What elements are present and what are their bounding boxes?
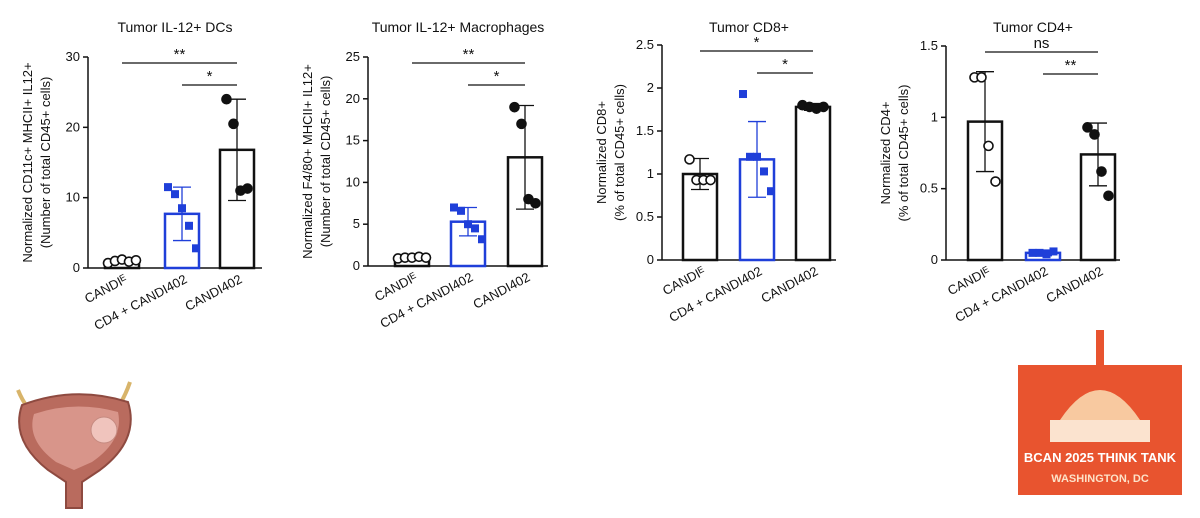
significance-label: ** bbox=[174, 46, 186, 63]
significance-label: * bbox=[494, 68, 500, 85]
data-point bbox=[171, 190, 179, 199]
data-point bbox=[1103, 190, 1114, 202]
y-tick-label: 1.5 bbox=[920, 38, 938, 53]
chart-title: Tumor IL-12+ Macrophages bbox=[372, 19, 545, 35]
x-tick-label: CANDIᴱ bbox=[82, 271, 130, 306]
y-axis-label: Normalized F4/80+ MHCII+ IL12+ bbox=[300, 64, 315, 259]
data-point bbox=[478, 235, 486, 244]
significance-label: * bbox=[782, 56, 788, 73]
data-point bbox=[753, 152, 761, 161]
y-axis-label: Normalized CD4+ bbox=[878, 102, 893, 205]
y-tick-label: 1 bbox=[931, 109, 938, 124]
y-tick-label: 0 bbox=[647, 252, 654, 267]
data-point bbox=[705, 174, 716, 186]
y-tick-label: 0 bbox=[931, 252, 938, 267]
significance-label: * bbox=[207, 68, 213, 85]
data-point bbox=[164, 183, 172, 192]
data-point bbox=[739, 90, 747, 99]
chart-title: Tumor CD4+ bbox=[993, 19, 1073, 35]
significance-label: ** bbox=[463, 46, 475, 63]
data-point bbox=[221, 93, 232, 105]
data-point bbox=[185, 221, 193, 230]
significance-label: ns bbox=[1034, 35, 1050, 52]
data-point bbox=[767, 187, 775, 196]
chart-title: Tumor IL-12+ DCs bbox=[117, 19, 232, 35]
data-point bbox=[1028, 248, 1037, 257]
data-point bbox=[684, 154, 695, 165]
data-point bbox=[1089, 129, 1100, 140]
x-tick-label: CANDI402 bbox=[182, 271, 244, 313]
data-point bbox=[530, 198, 541, 209]
y-tick-label: 2 bbox=[647, 80, 654, 95]
significance-label: * bbox=[754, 34, 760, 51]
bar bbox=[794, 105, 832, 262]
significance-label: ** bbox=[1065, 57, 1077, 74]
data-point bbox=[1049, 247, 1058, 256]
bcan-logo: BCAN 2025 THINK TANK WASHINGTON, DC bbox=[1018, 330, 1182, 495]
chart-title: Tumor CD8+ bbox=[709, 19, 789, 35]
logo-subtitle: WASHINGTON, DC bbox=[1051, 473, 1149, 485]
y-axis-label: Normalized CD8+ bbox=[594, 101, 609, 204]
y-tick-label: 1 bbox=[647, 166, 654, 181]
y-axis-label: (% of total CD45+ cells) bbox=[612, 84, 627, 221]
y-tick-label: 20 bbox=[66, 119, 80, 134]
data-point bbox=[990, 176, 1001, 187]
data-point bbox=[818, 101, 829, 113]
data-point bbox=[192, 244, 200, 253]
y-tick-label: 10 bbox=[66, 190, 80, 205]
y-tick-label: 0.5 bbox=[920, 181, 938, 196]
data-point bbox=[420, 252, 432, 263]
y-axis-label: Normalized CD11c+ MHCII+ IL12+ bbox=[20, 62, 35, 262]
y-tick-label: 0.5 bbox=[636, 209, 654, 224]
data-point bbox=[760, 167, 768, 176]
y-tick-label: 0 bbox=[353, 258, 360, 273]
x-tick-label: CANDI402 bbox=[758, 263, 820, 305]
y-axis-label: (% of total CD45+ cells) bbox=[896, 85, 911, 222]
data-point bbox=[178, 204, 186, 213]
data-point bbox=[228, 118, 239, 130]
y-tick-label: 30 bbox=[66, 49, 80, 64]
y-tick-label: 25 bbox=[346, 49, 360, 64]
bladder-illustration bbox=[16, 381, 132, 509]
y-axis-label: (Number of total CD45+ cells) bbox=[38, 77, 53, 249]
x-tick-label: CD4 + CANDI402 bbox=[377, 269, 475, 331]
data-point bbox=[1082, 122, 1093, 133]
data-point bbox=[1096, 166, 1107, 177]
data-point bbox=[746, 152, 754, 161]
y-tick-label: 5 bbox=[353, 216, 360, 231]
data-point bbox=[516, 118, 527, 130]
logo-title: BCAN 2025 THINK TANK bbox=[1024, 450, 1177, 465]
y-tick-label: 0 bbox=[73, 260, 80, 275]
data-point bbox=[976, 72, 987, 83]
y-tick-label: 15 bbox=[346, 133, 360, 148]
x-tick-label: CANDIᴱ bbox=[945, 263, 993, 298]
x-tick-label: CANDI402 bbox=[470, 269, 532, 311]
data-point bbox=[457, 206, 465, 215]
y-tick-label: 2.5 bbox=[636, 37, 654, 52]
data-point bbox=[1042, 250, 1051, 259]
data-point bbox=[983, 140, 994, 152]
data-point bbox=[471, 224, 479, 233]
y-tick-label: 1.5 bbox=[636, 123, 654, 138]
data-point bbox=[130, 254, 142, 266]
data-point bbox=[242, 183, 253, 194]
data-point bbox=[450, 203, 458, 212]
y-tick-label: 20 bbox=[346, 91, 360, 106]
data-point bbox=[1035, 248, 1044, 257]
y-tick-label: 10 bbox=[346, 174, 360, 189]
y-axis-label: (Number of total CD45+ cells) bbox=[318, 76, 333, 248]
data-point bbox=[509, 101, 520, 113]
data-point bbox=[464, 220, 472, 229]
x-tick-label: CANDI402 bbox=[1043, 263, 1105, 305]
